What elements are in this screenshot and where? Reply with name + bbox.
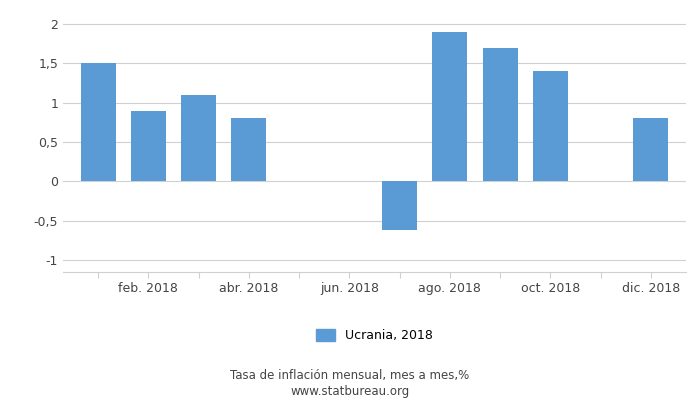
- Legend: Ucrania, 2018: Ucrania, 2018: [312, 324, 438, 347]
- Text: www.statbureau.org: www.statbureau.org: [290, 386, 410, 398]
- Bar: [231, 118, 267, 182]
- Bar: [80, 63, 116, 182]
- Bar: [533, 71, 568, 182]
- Bar: [433, 32, 468, 182]
- Bar: [634, 118, 668, 182]
- Bar: [131, 110, 166, 182]
- Bar: [181, 95, 216, 182]
- Text: Tasa de inflación mensual, mes a mes,%: Tasa de inflación mensual, mes a mes,%: [230, 370, 470, 382]
- Bar: [482, 48, 518, 182]
- Bar: [382, 182, 417, 230]
